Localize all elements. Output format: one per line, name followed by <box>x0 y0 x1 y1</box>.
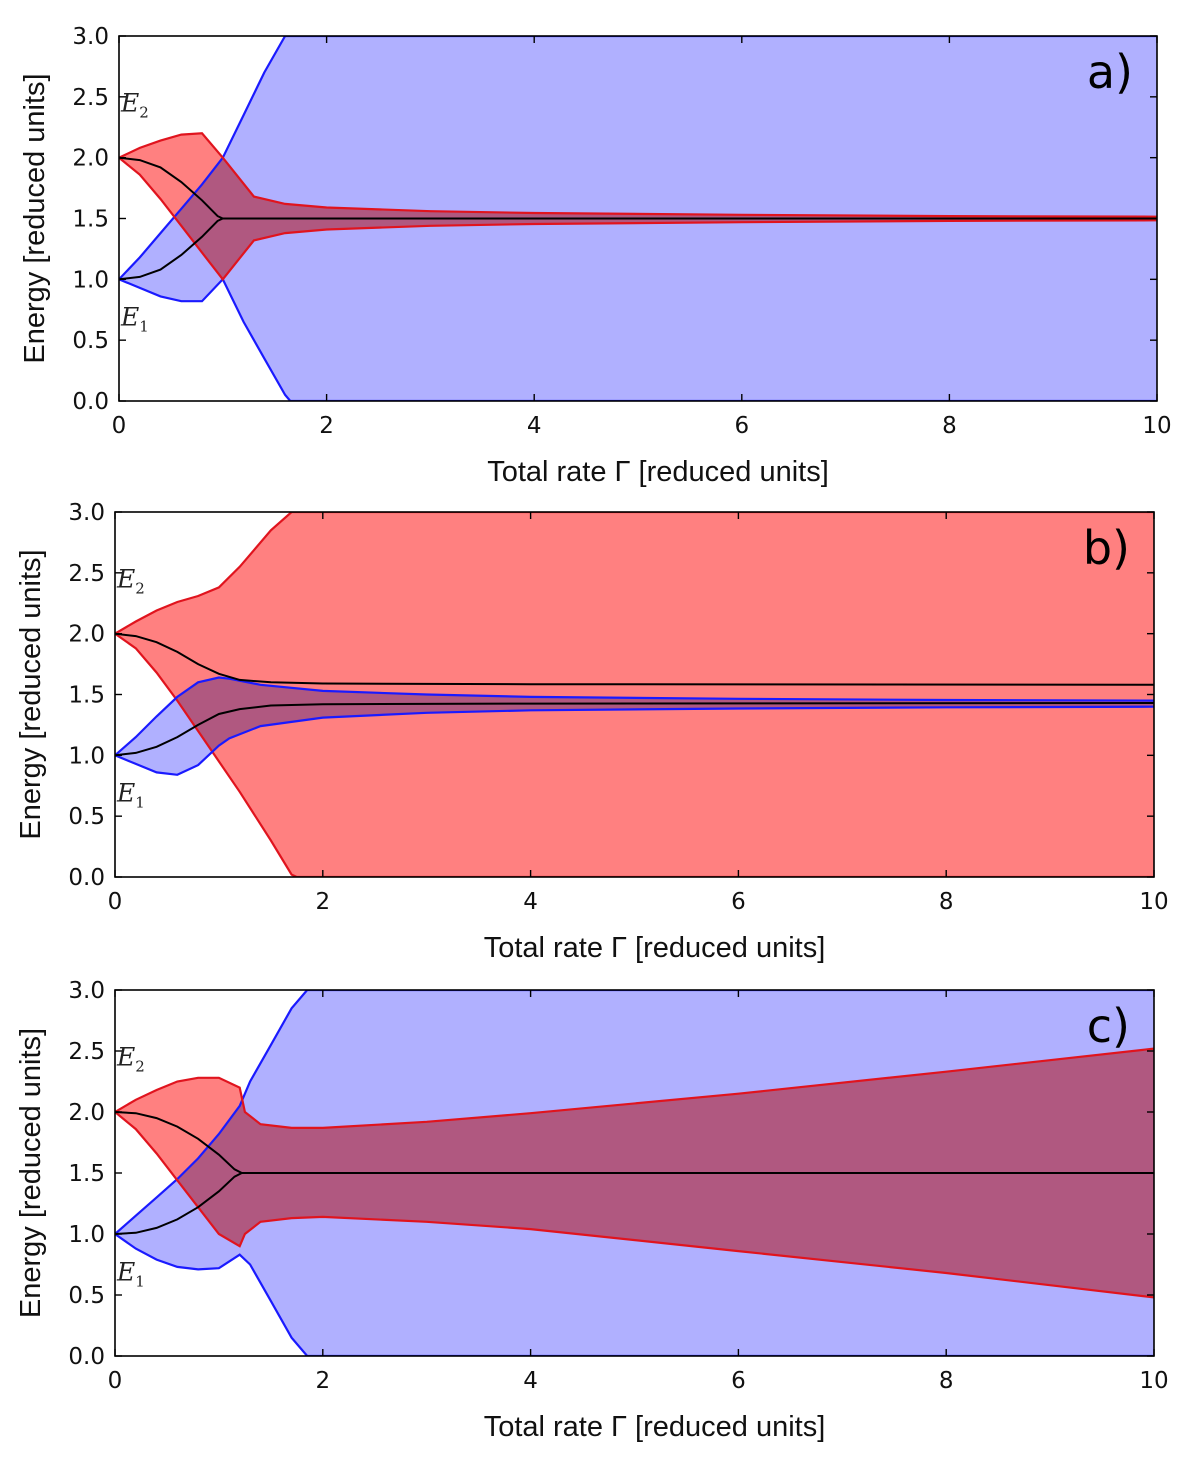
plot-area <box>115 512 1154 877</box>
red-band-upper-line <box>115 1047 1154 1129</box>
y-tick-label: 2.0 <box>68 622 105 648</box>
upper-eigenvalue-line <box>115 1111 1154 1174</box>
blue-band-upper-line <box>115 676 1154 757</box>
x-tick-label: 0 <box>108 1368 123 1394</box>
y-tick-label: 0.0 <box>68 865 105 891</box>
lower-eigenvalue-line <box>115 1172 243 1235</box>
y-tick-label: 0.0 <box>72 389 109 415</box>
lower-eigenvalue-line <box>119 217 224 281</box>
e1-subscript: 1 <box>135 1272 145 1290</box>
panel-a: 0 2 4 6 8 10 0.0 0.5 1.0 1.5 2.0 2.5 3.0 Total rate Γ… <box>19 24 1172 488</box>
x-axis-label: Total rate Γ [reduced units] <box>487 456 829 488</box>
e1-symbol: E <box>116 1257 135 1286</box>
y-tick-label: 3.0 <box>72 24 109 50</box>
red-band-upper-line <box>115 512 1154 635</box>
e2-subscript: 2 <box>135 1058 145 1076</box>
e2-symbol: E <box>116 564 135 593</box>
panel-label: a) <box>1087 45 1133 99</box>
e2-symbol: E <box>120 88 139 117</box>
x-axis-label: Total rate Γ [reduced units] <box>484 1411 826 1443</box>
blue-band-lower-line <box>115 1233 1154 1356</box>
y-tick-label: 2.5 <box>68 1039 105 1065</box>
e2-label: E2 <box>116 1043 145 1076</box>
x-tick-label: 6 <box>734 413 749 439</box>
blue-band-upper-line <box>115 990 1154 1235</box>
blue-band-lower-line <box>119 277 1157 401</box>
x-tick-label: 8 <box>939 1368 954 1394</box>
x-tick-label: 4 <box>523 1368 538 1394</box>
x-tick-label: 8 <box>939 889 954 915</box>
x-tick-label: 8 <box>942 413 957 439</box>
y-tick-label: 3.0 <box>68 500 105 526</box>
x-tick-label: 0 <box>108 889 123 915</box>
red-band-upper-line <box>119 132 1157 218</box>
x-tick-label: 6 <box>731 1368 746 1394</box>
y-axis-label: Energy [reduced units] <box>19 73 51 363</box>
y-tick-label: 1.5 <box>68 683 105 709</box>
e1-label: E1 <box>116 779 145 812</box>
e1-symbol: E <box>120 303 139 332</box>
y-tick-label: 0.5 <box>68 1283 105 1309</box>
e1-symbol: E <box>116 779 135 808</box>
y-tick-label: 2.0 <box>72 146 109 172</box>
y-tick-label: 0.5 <box>68 804 105 830</box>
x-tick-label: 10 <box>1142 413 1171 439</box>
red-band-lower-line <box>115 1111 1154 1299</box>
panel-b: 0 2 4 6 8 10 0.0 0.5 1.0 1.5 2.0 2.5 3.0 Total rate Γ… <box>15 500 1169 964</box>
plot-area <box>119 36 1157 401</box>
x-tick-label: 6 <box>731 889 746 915</box>
y-tick-label: 1.5 <box>72 207 109 233</box>
upper-eigenvalue-line <box>115 632 1154 686</box>
blue-band-fill <box>115 677 1154 775</box>
y-tick-label: 1.0 <box>72 267 109 293</box>
e1-label: E1 <box>120 303 149 336</box>
x-tick-label: 4 <box>527 413 542 439</box>
e1-subscript: 1 <box>139 318 149 336</box>
blue-band-upper-line <box>119 36 1157 281</box>
red-band-fill <box>115 512 1154 877</box>
x-tick-label: 2 <box>319 413 334 439</box>
x-axis-label: Total rate Γ [reduced units] <box>484 932 826 964</box>
red-band-lower-line <box>115 632 1154 877</box>
y-tick-label: 3.0 <box>68 978 105 1004</box>
x-tick-label: 10 <box>1139 889 1168 915</box>
y-tick-label: 1.0 <box>68 1222 105 1248</box>
e2-subscript: 2 <box>139 103 149 121</box>
e2-label: E2 <box>120 88 149 121</box>
y-tick-label: 1.0 <box>68 743 105 769</box>
x-tick-label: 10 <box>1139 1368 1168 1394</box>
y-tick-label: 0.0 <box>68 1344 105 1370</box>
y-tick-label: 2.0 <box>68 1100 105 1126</box>
red-band-fill <box>119 133 1157 280</box>
x-tick-label: 4 <box>523 889 538 915</box>
lower-eigenvalue-line <box>115 702 1154 757</box>
y-tick-label: 2.5 <box>72 85 109 111</box>
y-axis-label: Energy [reduced units] <box>15 549 47 839</box>
e2-label: E2 <box>116 564 145 597</box>
x-tick-label: 2 <box>315 1368 330 1394</box>
x-tick-label: 2 <box>315 889 330 915</box>
plot-area <box>115 990 1154 1356</box>
y-tick-label: 1.5 <box>68 1161 105 1187</box>
e2-subscript: 2 <box>135 579 145 597</box>
panel-label: b) <box>1083 521 1130 575</box>
e2-symbol: E <box>116 1043 135 1072</box>
blue-band-lower-line <box>115 705 1154 776</box>
y-axis-label: Energy [reduced units] <box>15 1028 47 1318</box>
e1-label: E1 <box>116 1257 145 1290</box>
y-tick-label: 0.5 <box>72 328 109 354</box>
panel-c: 0 2 4 6 8 10 0.0 0.5 1.0 1.5 2.0 2.5 3.0 Total rate Γ… <box>15 978 1169 1443</box>
x-tick-label: 0 <box>112 413 127 439</box>
y-tick-label: 2.5 <box>68 561 105 587</box>
red-band-lower-line <box>119 156 1157 282</box>
panel-label: c) <box>1087 999 1130 1053</box>
e1-subscript: 1 <box>135 794 145 812</box>
